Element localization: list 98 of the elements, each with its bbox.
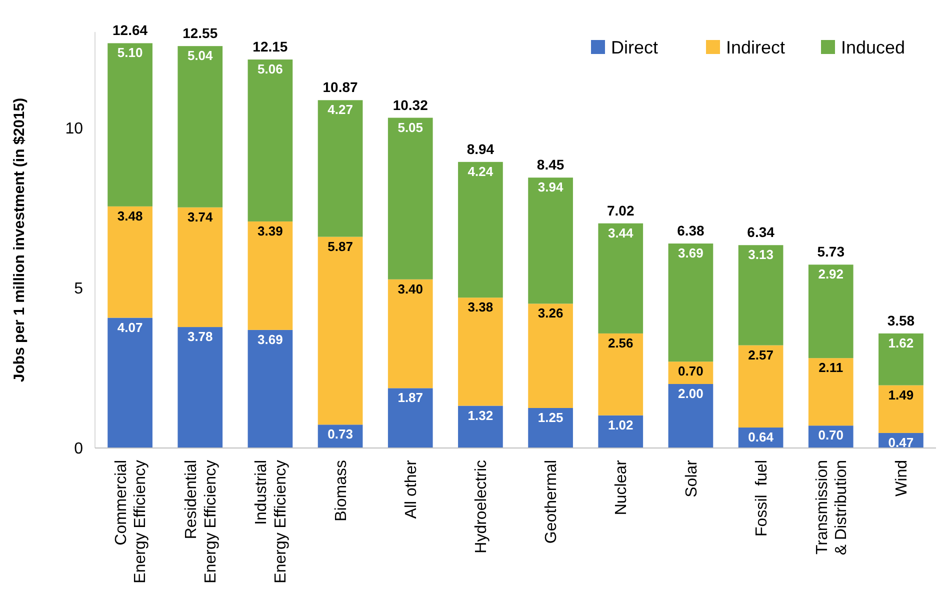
data-label: 5.05 bbox=[398, 120, 424, 135]
data-label: 3.69 bbox=[678, 246, 704, 261]
x-tick-label: Biomass bbox=[332, 460, 350, 522]
data-label: 3.40 bbox=[398, 281, 424, 296]
bar bbox=[388, 279, 433, 388]
data-label: 3.26 bbox=[538, 306, 564, 321]
bar bbox=[528, 178, 573, 304]
bar bbox=[878, 385, 924, 433]
data-label: 2.56 bbox=[608, 335, 634, 350]
x-tick-label: Wind bbox=[894, 460, 911, 496]
data-label: 3.48 bbox=[117, 208, 143, 224]
y-tick-label: 10 bbox=[65, 120, 84, 138]
bar bbox=[178, 327, 223, 448]
bar bbox=[178, 207, 223, 328]
bar bbox=[528, 408, 573, 448]
bar bbox=[528, 304, 573, 408]
bar bbox=[318, 100, 363, 237]
bar bbox=[248, 221, 293, 330]
data-label: 4.07 bbox=[117, 320, 143, 335]
data-label: 3.69 bbox=[258, 332, 283, 347]
total-label: 5.73 bbox=[817, 244, 845, 260]
bar bbox=[598, 223, 644, 334]
x-tick-label: Nuclear bbox=[613, 459, 630, 516]
data-label: 0.70 bbox=[678, 364, 704, 379]
data-label: 1.32 bbox=[468, 408, 494, 423]
data-label: 4.27 bbox=[328, 102, 353, 118]
data-label: 1.25 bbox=[538, 410, 564, 425]
legend-label: Indirect bbox=[726, 37, 786, 58]
data-label: 1.49 bbox=[888, 387, 914, 402]
y-tick-label: 0 bbox=[74, 440, 84, 458]
data-label: 0.64 bbox=[748, 430, 774, 445]
data-label: 2.92 bbox=[818, 266, 844, 282]
bar bbox=[108, 43, 152, 206]
data-label: 3.13 bbox=[748, 247, 774, 262]
bar bbox=[458, 162, 503, 298]
data-label: 1.87 bbox=[398, 390, 424, 406]
x-tick-label: Transmission & Distribution bbox=[814, 460, 850, 556]
data-label: 0.70 bbox=[818, 428, 844, 443]
data-label: 4.24 bbox=[468, 164, 494, 179]
bar bbox=[738, 245, 784, 346]
x-tick-label: All other bbox=[402, 459, 420, 519]
data-label: 3.38 bbox=[468, 300, 494, 315]
total-label: 12.15 bbox=[252, 38, 288, 55]
bar bbox=[108, 318, 152, 448]
x-tick-label: Residential Energy Efficiency bbox=[183, 460, 220, 584]
data-label: 5.87 bbox=[328, 238, 353, 254]
bar bbox=[388, 118, 433, 280]
bar bbox=[668, 384, 714, 448]
data-label: 3.94 bbox=[538, 180, 564, 195]
x-tick-label: Industrial Energy Efficiency bbox=[253, 460, 290, 584]
x-tick-label: Geothermal bbox=[543, 460, 560, 544]
total-label: 12.55 bbox=[182, 25, 218, 42]
bar bbox=[388, 388, 433, 448]
data-label: 3.39 bbox=[258, 223, 283, 238]
data-label: 5.06 bbox=[258, 62, 283, 77]
bar bbox=[598, 415, 644, 448]
bar bbox=[318, 236, 363, 425]
total-label: 10.87 bbox=[322, 79, 358, 96]
legend-label: Induced bbox=[841, 37, 906, 58]
total-label: 6.38 bbox=[677, 222, 705, 239]
total-label: 8.45 bbox=[536, 156, 564, 173]
total-label: 6.34 bbox=[747, 224, 775, 240]
total-label: 3.58 bbox=[887, 312, 915, 328]
data-label: 5.04 bbox=[187, 48, 214, 64]
data-label: 5.10 bbox=[117, 45, 143, 60]
data-label: 1.02 bbox=[608, 417, 634, 432]
total-label: 7.02 bbox=[607, 202, 634, 218]
bar bbox=[248, 330, 293, 448]
data-label: 2.11 bbox=[818, 360, 844, 376]
y-axis-title: Jobs per 1 million investment (in $2015) bbox=[11, 98, 28, 382]
data-label: 3.44 bbox=[608, 225, 634, 240]
bar bbox=[878, 333, 924, 386]
data-label: 2.57 bbox=[748, 347, 774, 362]
data-label: 0.73 bbox=[328, 426, 353, 442]
data-label: 0.47 bbox=[888, 434, 914, 450]
bar bbox=[668, 244, 714, 362]
x-tick-label: Fossil fuel bbox=[753, 460, 770, 536]
bar bbox=[808, 358, 854, 426]
x-tick-label: Commercial Energy Efficiency bbox=[113, 460, 150, 584]
bar bbox=[808, 264, 854, 358]
data-label: 3.78 bbox=[187, 329, 213, 344]
x-tick-label: Hydroelectric bbox=[473, 460, 490, 554]
bar bbox=[458, 298, 503, 406]
bar bbox=[458, 406, 503, 448]
data-label: 2.00 bbox=[678, 386, 704, 401]
bar bbox=[598, 333, 644, 416]
total-label: 8.94 bbox=[466, 140, 494, 157]
x-tick-label: Solar bbox=[683, 459, 700, 498]
total-label: 12.64 bbox=[112, 22, 148, 38]
total-label: 10.32 bbox=[392, 96, 428, 113]
bar bbox=[178, 46, 223, 208]
bar bbox=[738, 345, 784, 428]
bar bbox=[248, 60, 293, 222]
y-tick-label: 5 bbox=[74, 280, 84, 298]
legend-label: Direct bbox=[611, 37, 658, 58]
data-label: 1.62 bbox=[888, 335, 914, 350]
data-label: 3.74 bbox=[187, 209, 214, 224]
bar bbox=[108, 206, 152, 318]
